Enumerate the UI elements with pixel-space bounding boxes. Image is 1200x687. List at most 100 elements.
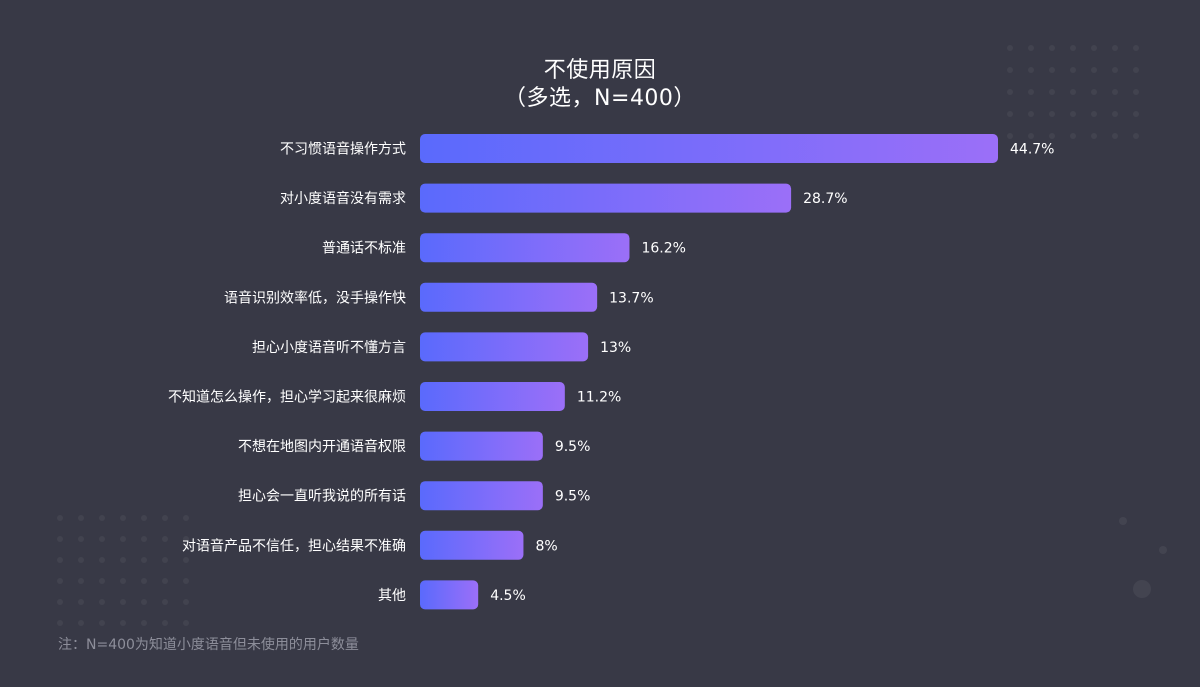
decorative-dot xyxy=(1028,133,1034,139)
decorative-dot xyxy=(1049,133,1055,139)
decorative-dots xyxy=(57,45,1167,626)
bar xyxy=(420,332,589,362)
decorative-dot xyxy=(1091,89,1097,95)
decorative-dot xyxy=(78,515,84,521)
decorative-dot xyxy=(57,578,63,584)
decorative-dot xyxy=(141,599,147,605)
decorative-dot xyxy=(1091,67,1097,73)
decorative-dot xyxy=(1049,67,1055,73)
decorative-dot xyxy=(1070,111,1076,117)
decorative-dot xyxy=(78,599,84,605)
decorative-dot xyxy=(1133,111,1139,117)
decorative-dot xyxy=(99,599,105,605)
category-label: 对语音产品不信任，担心结果不准确 xyxy=(182,537,406,554)
value-label: 8% xyxy=(535,538,557,554)
decorative-dot xyxy=(183,536,189,542)
decorative-dot xyxy=(1028,89,1034,95)
decorative-dot xyxy=(1028,45,1034,51)
decorative-dot xyxy=(99,515,105,521)
decorative-dot xyxy=(1007,45,1013,51)
decorative-dot xyxy=(1091,133,1097,139)
decorative-dot xyxy=(78,578,84,584)
decorative-dot xyxy=(1070,67,1076,73)
bar xyxy=(420,530,524,560)
category-label: 担心小度语音听不懂方言 xyxy=(252,339,406,356)
decorative-dot xyxy=(1091,45,1097,51)
decorative-dot xyxy=(120,557,126,563)
category-label: 对小度语音没有需求 xyxy=(280,190,406,207)
decorative-dot xyxy=(162,599,168,605)
decorative-dot xyxy=(99,578,105,584)
decorative-dot xyxy=(1070,133,1076,139)
decorative-dot xyxy=(1049,111,1055,117)
category-label: 不知道怎么操作，担心学习起来很麻烦 xyxy=(168,389,406,406)
decorative-dot xyxy=(141,578,147,584)
value-label: 9.5% xyxy=(555,489,591,505)
decorative-dot xyxy=(1133,45,1139,51)
decorative-dot xyxy=(141,557,147,563)
decorative-dot xyxy=(99,620,105,626)
decorative-dot xyxy=(1007,133,1013,139)
decorative-dot xyxy=(120,536,126,542)
chart-subtitle: （多选，N=400） xyxy=(504,86,696,111)
decorative-dot xyxy=(1070,45,1076,51)
decorative-dot xyxy=(1133,67,1139,73)
decorative-dot xyxy=(1028,67,1034,73)
decorative-dot xyxy=(162,515,168,521)
value-label: 13% xyxy=(600,340,631,356)
category-label: 其他 xyxy=(378,588,406,604)
decorative-dot xyxy=(1007,111,1013,117)
bar xyxy=(420,431,543,461)
decorative-dot xyxy=(99,536,105,542)
value-label: 9.5% xyxy=(555,439,591,455)
decorative-dot xyxy=(162,620,168,626)
decorative-dot xyxy=(1133,580,1151,598)
category-label: 语音识别效率低，没手操作快 xyxy=(224,289,406,306)
decorative-dot xyxy=(1007,67,1013,73)
decorative-dot xyxy=(183,620,189,626)
category-label: 不想在地图内开通语音权限 xyxy=(238,438,406,455)
decorative-dot xyxy=(120,620,126,626)
decorative-dot xyxy=(1007,89,1013,95)
decorative-dot xyxy=(1091,111,1097,117)
decorative-dot xyxy=(162,578,168,584)
decorative-dot xyxy=(1159,546,1167,554)
decorative-dot xyxy=(141,620,147,626)
decorative-dot xyxy=(1049,89,1055,95)
decorative-dot xyxy=(120,515,126,521)
category-label: 担心会一直听我说的所有话 xyxy=(238,488,406,505)
decorative-dot xyxy=(1049,45,1055,51)
decorative-dot xyxy=(162,536,168,542)
decorative-dot xyxy=(1112,45,1118,51)
bar xyxy=(420,134,998,163)
bar xyxy=(420,233,630,263)
decorative-dot xyxy=(78,620,84,626)
category-label: 不习惯语音操作方式 xyxy=(280,141,406,158)
bar xyxy=(420,282,598,312)
decorative-dot xyxy=(183,599,189,605)
decorative-dot xyxy=(120,599,126,605)
decorative-dot xyxy=(99,557,105,563)
decorative-dot xyxy=(1070,89,1076,95)
decorative-dot xyxy=(162,557,168,563)
value-label: 28.7% xyxy=(803,191,847,207)
decorative-dot xyxy=(57,620,63,626)
value-label: 4.5% xyxy=(490,588,526,604)
decorative-dot xyxy=(1112,111,1118,117)
decorative-dot xyxy=(1112,67,1118,73)
decorative-dot xyxy=(78,557,84,563)
decorative-dot xyxy=(1133,133,1139,139)
decorative-dot xyxy=(57,536,63,542)
value-label: 11.2% xyxy=(577,390,621,406)
value-label: 44.7% xyxy=(1010,142,1054,158)
decorative-dot xyxy=(183,557,189,563)
decorative-dot xyxy=(78,536,84,542)
decorative-dot xyxy=(1133,89,1139,95)
bar xyxy=(420,580,479,610)
value-label: 16.2% xyxy=(641,241,685,257)
decorative-dot xyxy=(183,515,189,521)
category-label: 普通话不标准 xyxy=(322,241,406,257)
bar xyxy=(420,382,565,411)
decorative-dot xyxy=(1119,517,1127,525)
